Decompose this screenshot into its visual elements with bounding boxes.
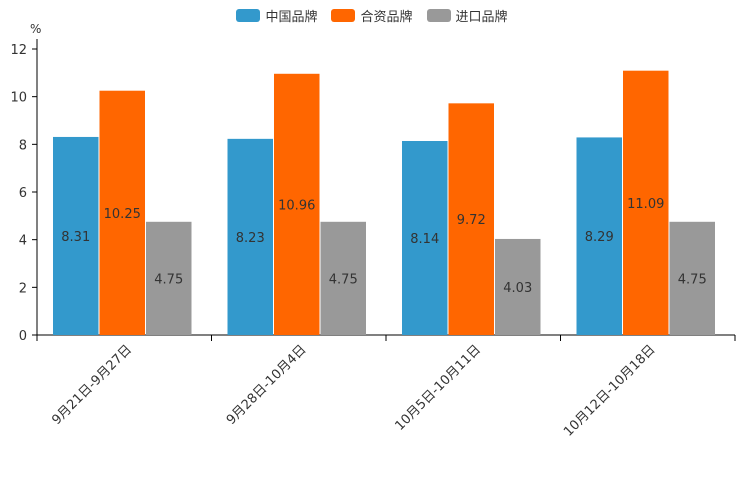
bar[interactable]: [576, 137, 623, 335]
y-axis-unit: %: [30, 22, 42, 36]
data-label: 4.75: [154, 272, 183, 287]
bar[interactable]: [146, 221, 192, 335]
y-tick-label: 8: [19, 138, 27, 153]
bar[interactable]: [623, 70, 669, 336]
bar[interactable]: [274, 73, 320, 335]
bar[interactable]: [669, 221, 716, 335]
y-tick-label: 12: [10, 43, 27, 58]
data-label: 10.96: [278, 198, 315, 213]
legend-swatch-import: [426, 9, 451, 22]
bar[interactable]: [402, 140, 448, 335]
data-label: 4.75: [678, 272, 707, 287]
legend-swatch-jv: [331, 9, 356, 22]
data-label: 8.14: [410, 232, 439, 247]
data-label: 8.29: [585, 230, 614, 245]
y-tick-label: 0: [19, 329, 27, 344]
bar[interactable]: [53, 136, 99, 335]
y-tick-label: 6: [19, 186, 27, 201]
data-label: 8.23: [236, 231, 265, 246]
bar[interactable]: [320, 221, 367, 335]
legend-item-jv-brand[interactable]: 合资品牌: [331, 6, 413, 25]
x-tick-label: 10月12日-10月18日: [561, 342, 658, 439]
legend-item-china-brand[interactable]: 中国品牌: [236, 6, 317, 25]
data-label: 8.31: [61, 230, 90, 245]
legend-swatch-china: [236, 9, 261, 22]
legend-label-china: 中国品牌: [265, 10, 318, 25]
y-tick-label: 2: [19, 281, 27, 296]
x-tick-label: 9月21日-9月27日: [49, 342, 135, 428]
x-tick-label: 9月28日-10月4日: [224, 342, 310, 428]
bar[interactable]: [495, 238, 541, 335]
bar[interactable]: [99, 90, 146, 335]
legend-item-import-brand[interactable]: 进口品牌: [426, 6, 508, 25]
legend-label-jv: 合资品牌: [360, 10, 413, 25]
data-label: 9.72: [457, 213, 486, 228]
bar[interactable]: [227, 138, 274, 335]
data-label: 4.03: [503, 281, 532, 296]
data-label: 11.09: [627, 197, 664, 212]
y-tick-label: 10: [10, 91, 27, 106]
legend: 中国品牌 合资品牌 进口品牌: [0, 6, 744, 25]
data-label: 10.25: [104, 207, 141, 222]
legend-label-import: 进口品牌: [455, 10, 508, 25]
bar[interactable]: [448, 103, 495, 335]
data-label: 4.75: [329, 272, 358, 287]
x-tick-label: 10月5日-10月11日: [392, 342, 484, 434]
y-tick-label: 4: [19, 234, 27, 249]
